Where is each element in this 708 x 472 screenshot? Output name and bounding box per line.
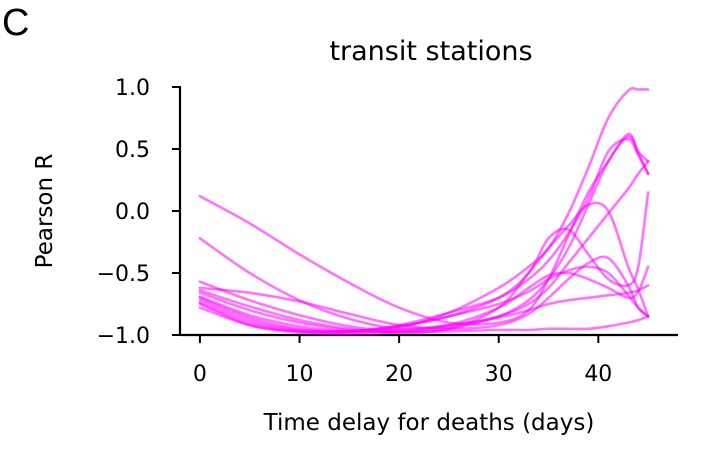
series-line-7: [198, 87, 650, 333]
series-group: [198, 87, 650, 336]
x-axis-title: Time delay for deaths (days): [263, 410, 595, 436]
series-line-10: [198, 284, 650, 334]
x-tick-label: 40: [584, 362, 612, 387]
y-tick-label: −0.5: [97, 262, 150, 287]
series-line-12: [198, 191, 650, 334]
series-line-2: [198, 160, 650, 331]
series-line-11: [198, 302, 650, 336]
series-line-4: [198, 255, 650, 331]
y-tick-label: 0.5: [115, 138, 150, 163]
panel-label: C: [2, 2, 30, 44]
x-tick-label: 0: [193, 362, 207, 387]
y-tick-label: −1.0: [97, 324, 150, 349]
x-tick-label: 20: [385, 362, 413, 387]
y-tick-label: 1.0: [115, 76, 150, 101]
x-tick-label: 30: [485, 362, 513, 387]
x-tick-label: 10: [286, 362, 314, 387]
y-axis-title: Pearson R: [32, 154, 58, 269]
chart-title: transit stations: [329, 36, 532, 67]
y-tick-label: 0.0: [115, 200, 150, 225]
series-line-6: [198, 265, 650, 333]
axes: 0 10 20 30 40 −1.0 −0.5 0.0 0.5 1.0: [97, 76, 678, 387]
